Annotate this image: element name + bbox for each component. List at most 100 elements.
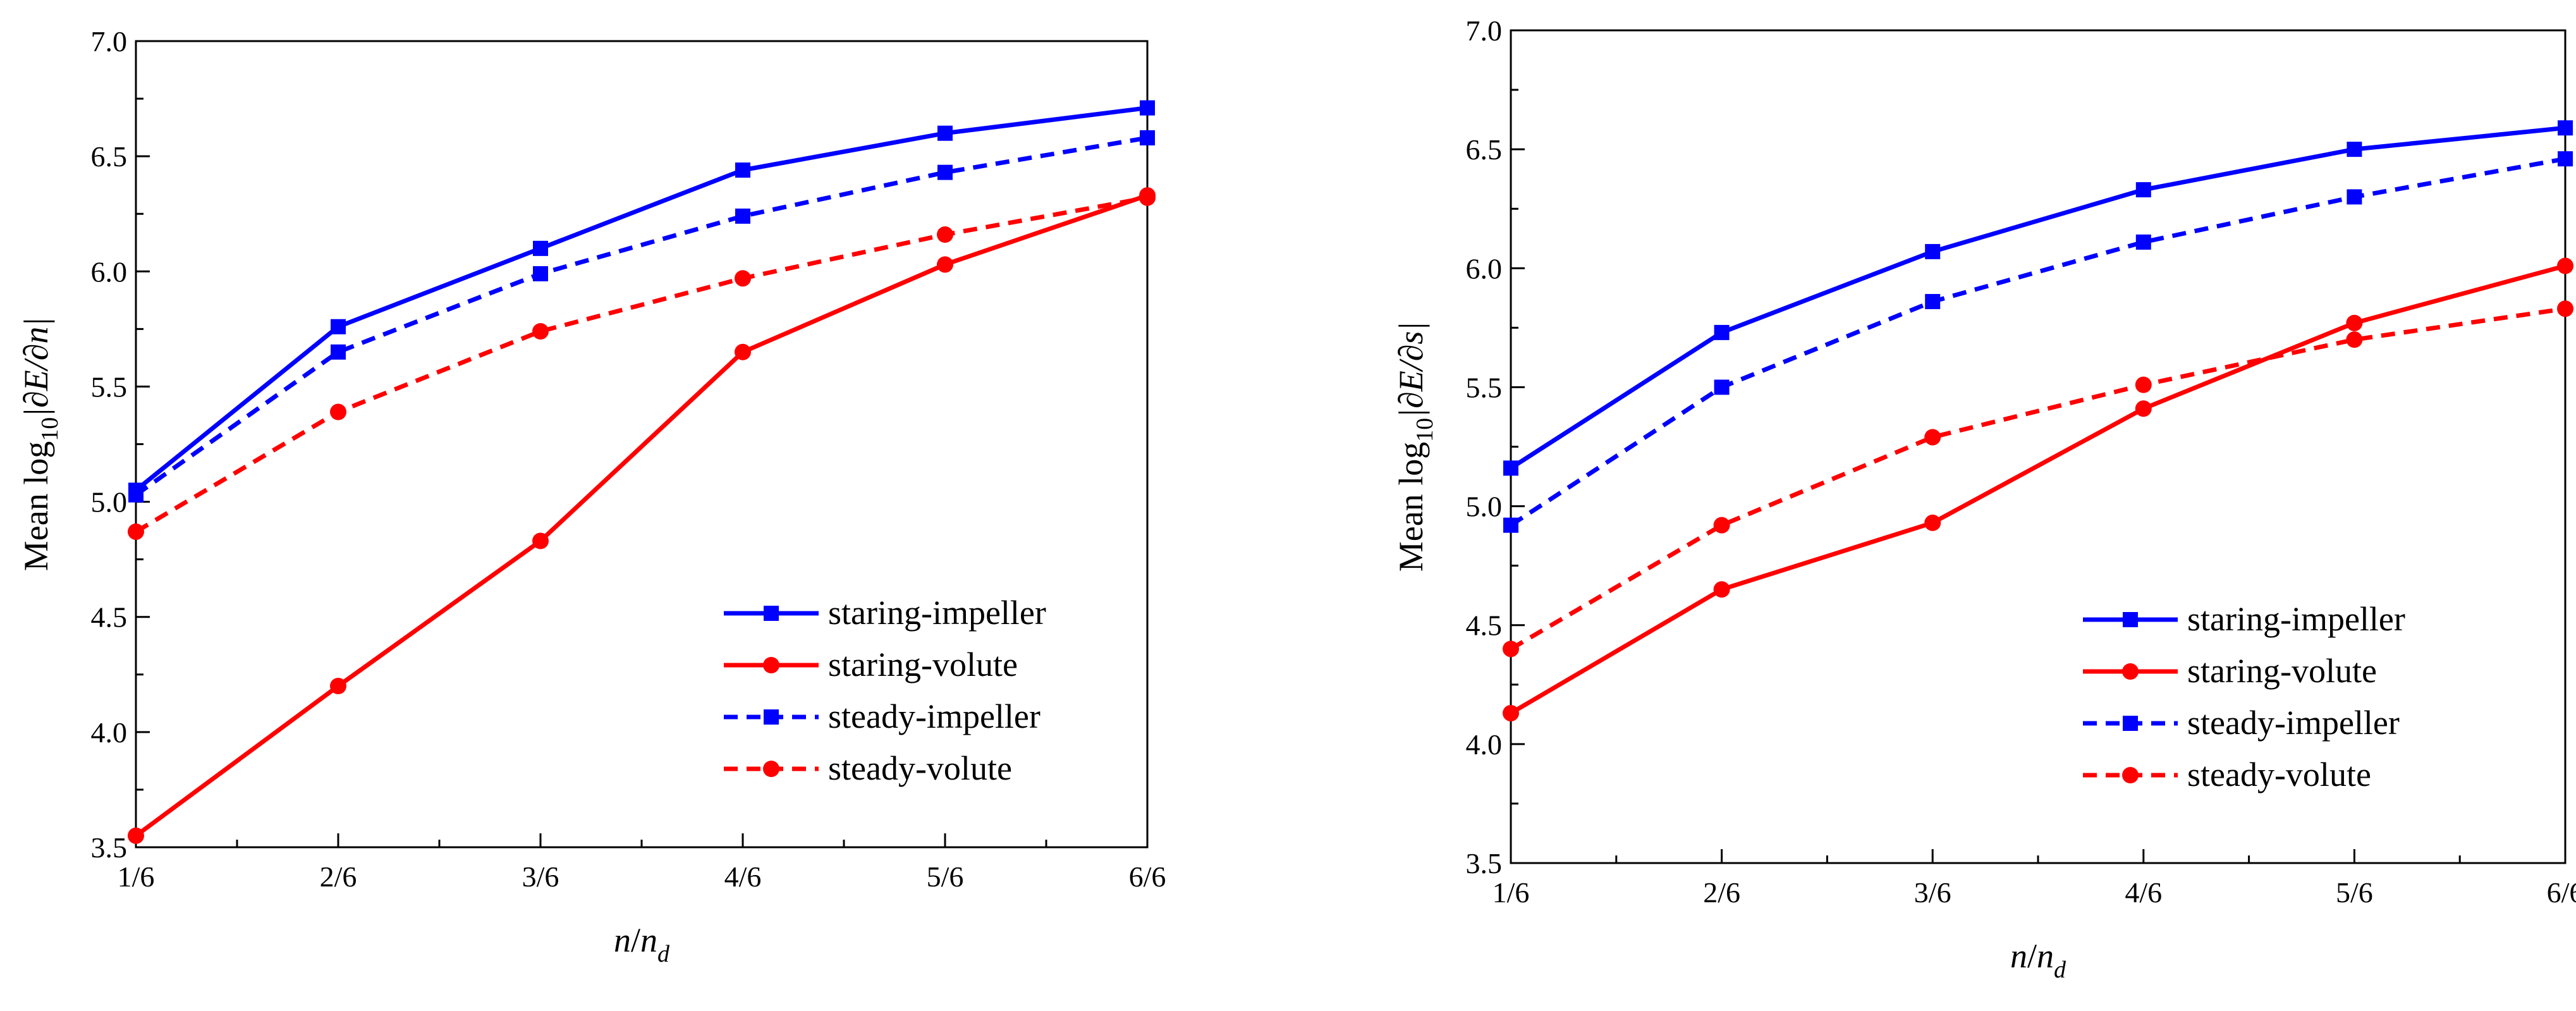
data-point-steady-impeller — [2347, 189, 2362, 205]
series-line-staring-volute — [1510, 264, 2566, 715]
x-tick-label: 1/6 — [1492, 876, 1530, 909]
x-axis-title: n/nd — [614, 921, 670, 967]
x-axis-title-den: n — [640, 921, 657, 959]
series-line-steady-volute — [135, 195, 1148, 534]
series-steady-impeller — [128, 130, 1155, 503]
y-tick-label: 5.5 — [91, 371, 128, 403]
legend-label: staring-volute — [828, 646, 1018, 683]
legend-label: steady-volute — [2187, 756, 2371, 793]
data-point-steady-volute — [1139, 189, 1156, 206]
data-point-steady-volute — [128, 523, 144, 540]
x-axis-title-subscript: d — [2054, 957, 2066, 983]
data-point-staring-volute — [1713, 581, 1730, 598]
legend: staring-impeller staring-volute steady-imp… — [2083, 600, 2405, 793]
data-point-steady-volute — [937, 226, 953, 243]
x-axis-title-den: n — [2037, 937, 2054, 975]
x-axis-title-sep: / — [2027, 937, 2037, 975]
legend-marker-staring-impeller — [764, 606, 779, 621]
data-point-steady-impeller — [128, 487, 143, 503]
legend-label: steady-impeller — [828, 697, 1041, 735]
legend-marker-steady-volute — [763, 761, 779, 777]
data-point-steady-impeller — [2135, 234, 2151, 250]
series-line-staring-impeller — [134, 106, 1148, 493]
y-tick-label: 5.0 — [91, 486, 128, 518]
data-point-steady-impeller — [331, 344, 346, 360]
x-tick-label: 1/6 — [118, 861, 155, 893]
data-point-staring-volute — [735, 343, 751, 360]
data-point-staring-impeller — [735, 162, 750, 178]
data-point-steady-volute — [330, 403, 346, 420]
legend-marker-steady-impeller — [2123, 716, 2138, 731]
y-tick-label: 7.0 — [91, 25, 128, 58]
data-point-staring-impeller — [2347, 142, 2362, 157]
data-point-staring-volute — [2557, 257, 2573, 274]
data-point-steady-volute — [1503, 640, 1519, 658]
legend-label: staring-impeller — [2187, 600, 2405, 638]
y-axis-title-subscript: 10 — [37, 417, 63, 441]
data-point-steady-volute — [2346, 331, 2363, 348]
data-point-staring-impeller — [937, 125, 953, 141]
x-tick-label: 5/6 — [927, 861, 964, 893]
data-point-staring-volute — [1924, 514, 1941, 531]
y-tick-label: 4.0 — [1466, 728, 1503, 761]
plot-frame — [1510, 29, 2567, 864]
series-line-steady-volute — [1510, 306, 2566, 651]
data-point-staring-volute — [2135, 400, 2152, 417]
series-steady-volute — [1503, 300, 2573, 658]
x-axis-title: n/nd — [2010, 937, 2066, 983]
data-point-steady-volute — [2557, 300, 2573, 317]
y-tick-label: 5.0 — [1466, 491, 1503, 523]
x-tick-label: 4/6 — [724, 861, 762, 893]
legend-marker-steady-impeller — [764, 709, 779, 725]
data-point-steady-impeller — [2558, 151, 2573, 167]
y-tick-label: 6.0 — [91, 255, 128, 288]
series-line-staring-impeller — [1510, 125, 2566, 470]
x-tick-label: 6/6 — [1129, 861, 1166, 893]
y-tick-label: 6.5 — [91, 140, 128, 173]
legend-marker-staring-volute — [763, 657, 779, 673]
x-tick-label: 3/6 — [1914, 876, 1951, 909]
y-tick-label: 4.0 — [91, 716, 128, 749]
data-point-steady-impeller — [1925, 293, 1941, 309]
data-point-staring-impeller — [2558, 120, 2573, 136]
x-tick-label: 2/6 — [320, 861, 357, 893]
legend-label: staring-impeller — [828, 594, 1046, 632]
y-tick-label: 3.5 — [91, 831, 128, 864]
y-axis-title: Mean log10|∂E/∂n| — [17, 317, 63, 572]
data-point-steady-volute — [2135, 376, 2152, 393]
y-tick-label: 7.0 — [1466, 15, 1503, 47]
legend-marker-staring-volute — [2122, 663, 2139, 680]
legend-marker-staring-impeller — [2123, 612, 2138, 627]
data-point-steady-impeller — [1140, 130, 1155, 145]
data-point-staring-impeller — [1714, 324, 1730, 340]
legend-label: steady-impeller — [2187, 704, 2400, 742]
series-staring-impeller — [1503, 120, 2573, 476]
y-tick-label: 4.5 — [91, 601, 128, 634]
series-line-staring-volute — [134, 193, 1149, 838]
data-point-staring-volute — [128, 827, 144, 844]
chart-panel-1: 1/6 2/6 3/6 4/6 5/6 6/6 3.5 4.0 4.5 5.0 5.5 6.0 6.5 7… — [17, 25, 1166, 967]
data-point-steady-volute — [735, 270, 751, 287]
chart-panel-2: 1/6 2/6 3/6 4/6 5/6 6/6 3.5 4.0 4.5 5.0 5.5 6.0 6.5 7… — [1392, 15, 2576, 983]
x-axis-title-var: n — [614, 921, 631, 959]
data-point-steady-volute — [1924, 429, 1941, 446]
data-point-staring-impeller — [331, 319, 346, 334]
legend-label: staring-volute — [2187, 652, 2377, 690]
y-axis-title-expression: |∂E/∂s| — [1392, 322, 1430, 418]
x-tick-label: 4/6 — [2125, 876, 2162, 909]
data-point-steady-impeller — [533, 266, 548, 281]
data-point-staring-impeller — [2135, 182, 2151, 198]
y-axis-title-prefix: Mean log — [17, 441, 55, 571]
y-tick-label: 3.5 — [1466, 847, 1503, 879]
data-point-steady-impeller — [1714, 379, 1730, 395]
x-tick-label: 5/6 — [2336, 876, 2373, 909]
data-point-staring-volute — [532, 532, 549, 549]
y-tick-label: 6.5 — [1466, 133, 1503, 166]
x-tick-label: 3/6 — [522, 861, 559, 893]
y-tick-label: 6.0 — [1466, 252, 1503, 285]
series-staring-impeller — [128, 100, 1155, 498]
y-axis-title-subscript: 10 — [1412, 418, 1438, 442]
data-point-staring-volute — [330, 678, 346, 694]
data-point-staring-impeller — [1503, 460, 1518, 476]
